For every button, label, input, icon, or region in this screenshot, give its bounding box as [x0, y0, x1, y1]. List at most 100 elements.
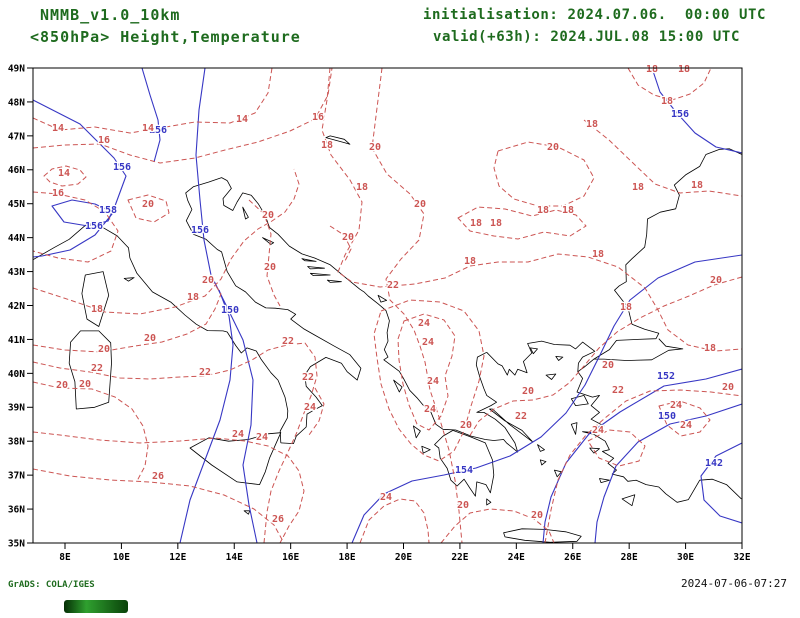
- island-coastline: [81, 271, 110, 327]
- temp-contour-label: 22: [387, 280, 399, 291]
- temp-contour-label: 20: [531, 510, 543, 521]
- temp-contour-label: 18: [562, 205, 574, 216]
- temp-contour: [457, 206, 587, 240]
- island-coastline: [262, 237, 275, 245]
- island-coastline: [486, 498, 492, 506]
- temp-contour-label: 22: [515, 411, 527, 422]
- lon-tick-label: 28E: [621, 552, 638, 563]
- temp-contour: [33, 342, 318, 543]
- temp-contour: [359, 498, 430, 543]
- temp-contour-label: 24: [427, 376, 439, 387]
- temp-contour: [127, 194, 170, 223]
- valid-time-label: valid(+63h): 2024.JUL.08 15:00 UTC: [433, 29, 740, 45]
- temp-contour: [43, 165, 87, 187]
- height-contour: [651, 68, 742, 154]
- lat-tick-label: 37N: [8, 471, 25, 482]
- lat-tick-label: 38N: [8, 437, 25, 448]
- temp-contour-label: 20: [710, 275, 722, 286]
- island-coastline: [545, 373, 557, 380]
- temp-contour-label: 20: [56, 380, 68, 391]
- temp-contour-label: 16: [312, 112, 324, 123]
- temp-contour-label: 20: [460, 420, 472, 431]
- height-contour: [594, 403, 742, 543]
- temp-contour: [587, 429, 646, 467]
- temp-contour: [329, 225, 352, 262]
- temp-contour-label: 14: [236, 114, 248, 125]
- temp-contour-label: 24: [418, 318, 430, 329]
- island-coastline: [489, 408, 534, 443]
- temp-contour: [33, 68, 333, 164]
- contour-labels-layer: 156 158 156 156 156 150 156 152 150 154 142 14 14 14 1…: [51, 63, 736, 527]
- temp-contour-label: 18: [187, 292, 199, 303]
- temp-contour: [627, 68, 712, 101]
- lat-tick-label: 41N: [8, 335, 25, 346]
- temp-contour-label: 20: [722, 382, 734, 393]
- island-coastline: [621, 494, 636, 507]
- island-coastline: [503, 528, 582, 543]
- temp-contour-label: 14: [58, 168, 70, 179]
- temp-contour: [373, 299, 485, 462]
- island-coastline: [570, 395, 589, 406]
- island-coastline: [242, 206, 249, 220]
- island-coastline: [537, 444, 545, 452]
- temp-contour-label: 18: [592, 249, 604, 260]
- island-coastline: [539, 459, 547, 466]
- lon-tick-label: 26E: [564, 552, 581, 563]
- grads-credit: GrADS: COLA/IGES: [8, 580, 95, 590]
- temp-contour-label: 26: [272, 514, 284, 525]
- temp-contour-label: 14: [52, 123, 64, 134]
- lon-tick-label: 8E: [59, 552, 71, 563]
- temp-contour: [33, 381, 149, 482]
- temp-contour-label: 18: [620, 302, 632, 313]
- temp-contour-label: 16: [98, 135, 110, 146]
- height-contour-label: 156: [671, 109, 689, 120]
- height-contour-label: 156: [149, 125, 167, 136]
- temp-contour-label: 26: [152, 471, 164, 482]
- island-coastline: [589, 447, 600, 454]
- height-contour-label: 152: [657, 371, 675, 382]
- lat-tick-label: 35N: [8, 538, 25, 549]
- lat-tick-label: 44N: [8, 233, 25, 244]
- island-coastline: [377, 294, 387, 303]
- temp-contour-label: 22: [91, 363, 103, 374]
- temp-contour-label: 20: [98, 344, 110, 355]
- island-coastline: [413, 425, 421, 439]
- temp-contour: [440, 508, 555, 543]
- temp-contour-label: 18: [661, 96, 673, 107]
- height-contour-label: 156: [191, 225, 209, 236]
- island-coastline: [554, 469, 562, 478]
- lat-tick-label: 43N: [8, 267, 25, 278]
- island-coastline: [555, 356, 564, 361]
- temp-contour-label: 24: [232, 429, 244, 440]
- temp-contour-label: 18: [91, 304, 103, 315]
- temp-contour: [493, 141, 595, 207]
- model-title: NMMB_v1.0_10km: [40, 6, 181, 24]
- height-contour-label: 150: [658, 411, 676, 422]
- temp-contour: [33, 431, 305, 543]
- temp-contour-label: 18: [678, 64, 690, 75]
- coastline: [33, 223, 289, 443]
- temp-contour: [33, 68, 273, 134]
- temp-contour-label: 20: [142, 199, 154, 210]
- grads-logo-bar: [64, 600, 128, 613]
- temp-contour-label: 20: [522, 386, 534, 397]
- temp-contour-label: 24: [422, 337, 434, 348]
- island-coastline: [243, 510, 251, 515]
- island-coastline: [310, 272, 331, 276]
- island-coastline: [434, 430, 495, 497]
- temp-contour: [33, 277, 222, 353]
- height-contour-label: 154: [455, 465, 473, 476]
- temp-contour-label: 14: [142, 123, 154, 134]
- island-coastline: [325, 135, 351, 145]
- coastline: [486, 148, 742, 376]
- island-coastline: [530, 347, 538, 355]
- temp-contour-label: 20: [79, 379, 91, 390]
- temp-contour: [468, 276, 742, 438]
- plot-timestamp: 2024-07-06-07:27: [681, 577, 787, 590]
- temp-contour-label: 18: [646, 64, 658, 75]
- temp-contour-label: 18: [470, 218, 482, 229]
- island-coastline: [307, 266, 325, 270]
- temp-contour-label: 18: [537, 205, 549, 216]
